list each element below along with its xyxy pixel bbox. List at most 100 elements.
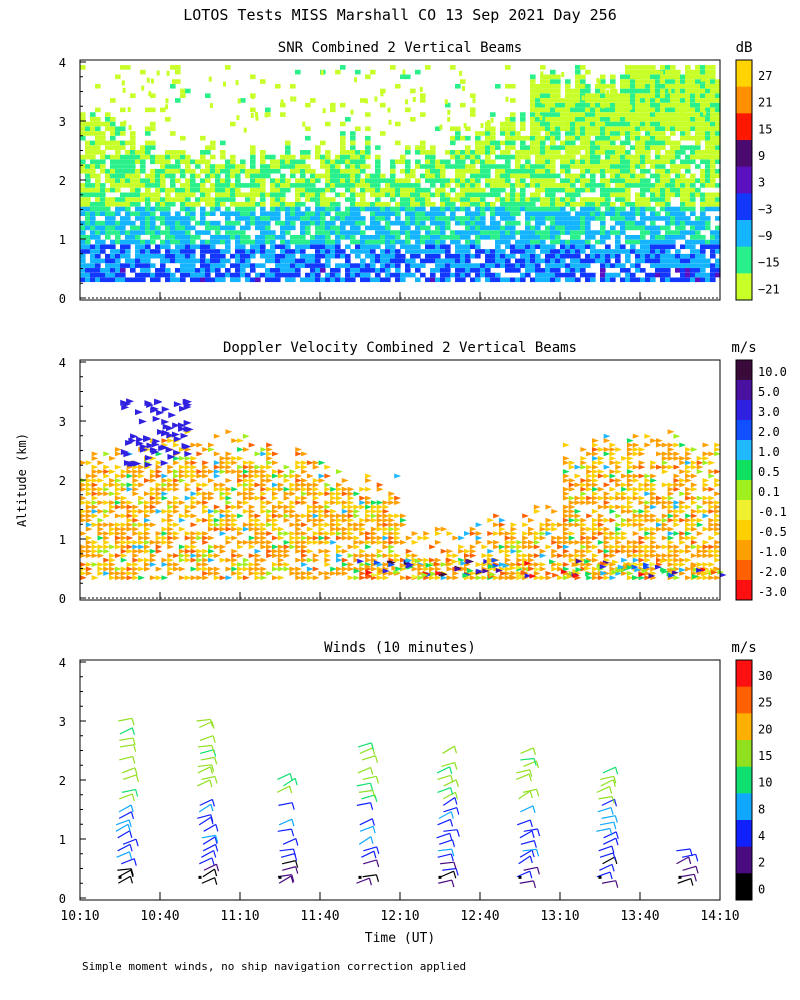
snr-cell — [515, 239, 521, 245]
snr-cell — [115, 225, 121, 231]
snr-cell — [150, 140, 156, 146]
snr-cell — [685, 220, 691, 226]
snr-cell — [335, 235, 341, 240]
snr-cell — [360, 201, 366, 207]
snr-cell — [335, 244, 341, 250]
snr-cell — [370, 220, 376, 226]
doppler-cell — [132, 548, 140, 554]
snr-cell — [110, 239, 116, 245]
snr-cell — [402, 69, 406, 75]
snr-cell — [635, 201, 641, 207]
snr-cell — [655, 263, 661, 268]
snr-cell — [400, 159, 406, 165]
snr-cell — [260, 220, 266, 226]
doppler-cell — [370, 517, 378, 523]
snr-cell — [600, 98, 606, 103]
snr-cell — [575, 131, 581, 136]
snr-cell — [465, 178, 471, 183]
snr-cell — [570, 192, 576, 198]
snr-cell — [140, 69, 146, 75]
snr-cell — [125, 263, 131, 268]
snr-cell — [640, 201, 646, 207]
doppler-cell — [103, 482, 111, 488]
snr-cell — [90, 140, 96, 146]
snr-cell — [325, 272, 331, 278]
snr-cell — [480, 140, 486, 146]
snr-cell — [215, 239, 221, 245]
doppler-cell — [429, 575, 436, 581]
doppler-cell — [394, 513, 401, 519]
doppler-cell — [475, 522, 483, 528]
snr-cell — [610, 159, 616, 165]
snr-cell — [130, 258, 136, 264]
snr-cell — [575, 150, 581, 155]
snr-cell — [495, 168, 501, 174]
snr-cell — [270, 168, 276, 174]
snr-cell — [145, 211, 151, 216]
snr-cell — [345, 272, 351, 278]
snr-cell — [380, 88, 386, 94]
doppler-cell — [184, 513, 192, 519]
snr-cell — [565, 244, 571, 250]
snr-cell — [125, 206, 131, 212]
doppler-cell — [417, 566, 425, 572]
snr-cell — [345, 277, 351, 283]
snr-cell — [655, 187, 661, 193]
snr-cell — [645, 131, 651, 136]
doppler-cell — [132, 562, 140, 568]
snr-cell — [700, 192, 706, 198]
snr-cell — [420, 192, 426, 198]
snr-cell — [675, 140, 681, 146]
doppler-cell — [423, 566, 431, 572]
snr-cell — [655, 74, 661, 80]
snr-cell — [290, 168, 296, 174]
snr-cell — [545, 145, 551, 150]
snr-cell — [545, 112, 551, 117]
snr-cell — [475, 253, 481, 259]
snr-cell — [335, 69, 341, 75]
snr-cell — [355, 154, 361, 160]
snr-cell — [380, 225, 386, 231]
snr-cell — [160, 220, 166, 226]
snr-cell — [615, 183, 621, 188]
snr-cell — [600, 159, 606, 165]
doppler-cell — [394, 526, 401, 532]
snr-cell — [340, 263, 346, 268]
snr-cell — [560, 154, 566, 160]
snr-cell — [275, 183, 281, 188]
snr-cell — [705, 272, 711, 278]
snr-cell — [325, 159, 331, 165]
doppler-cell — [178, 557, 186, 563]
doppler-cell — [388, 517, 396, 523]
doppler-cell — [324, 548, 332, 554]
snr-cell — [680, 93, 686, 98]
doppler-cell — [312, 553, 320, 559]
snr-cell — [600, 201, 606, 207]
snr-cell — [635, 102, 641, 108]
doppler-cell — [382, 508, 390, 514]
snr-cell — [520, 117, 526, 122]
snr-cell — [630, 159, 636, 165]
doppler-cell — [382, 539, 390, 545]
doppler-cell — [336, 526, 343, 532]
snr-cell — [200, 263, 206, 268]
snr-cell — [680, 173, 686, 179]
snr-cell — [505, 201, 511, 207]
snr-cell — [155, 216, 161, 221]
doppler-cell — [330, 517, 337, 523]
doppler-cell — [231, 455, 239, 461]
snr-cell — [165, 220, 171, 226]
snr-cell — [545, 121, 551, 127]
doppler-cell — [114, 464, 122, 470]
snr-cell — [570, 140, 576, 146]
doppler-cell — [173, 442, 180, 448]
doppler-cell — [272, 486, 279, 492]
snr-cell — [325, 173, 331, 179]
snr-cell — [225, 220, 231, 226]
doppler-cell — [440, 575, 448, 581]
snr-cell — [465, 126, 471, 132]
snr-cell — [130, 263, 136, 268]
doppler-cell — [237, 464, 244, 470]
snr-cell — [405, 173, 411, 179]
doppler-cell — [417, 535, 425, 541]
